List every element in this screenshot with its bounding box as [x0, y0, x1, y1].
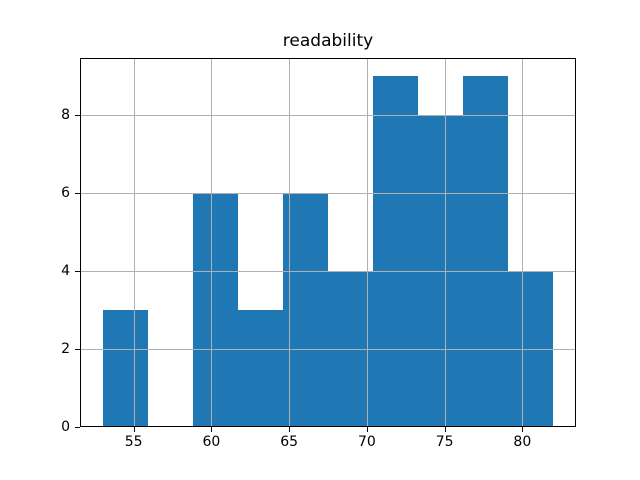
x-tick-mark — [367, 427, 368, 432]
histogram-bar — [463, 76, 508, 427]
x-tick-mark — [134, 427, 135, 432]
vertical-gridline — [210, 58, 212, 427]
horizontal-gridline — [80, 426, 576, 427]
histogram-bar — [193, 193, 238, 427]
x-tick-mark — [211, 427, 212, 432]
y-tick-mark — [75, 349, 80, 350]
vertical-gridline — [288, 58, 290, 427]
x-tick-label: 80 — [513, 434, 532, 450]
x-tick-label: 65 — [280, 434, 299, 450]
y-tick-label: 8 — [61, 106, 70, 123]
x-tick-label: 75 — [435, 434, 454, 450]
y-tick-mark — [75, 193, 80, 194]
horizontal-gridline — [80, 348, 576, 350]
horizontal-gridline — [80, 270, 576, 272]
y-tick-label: 4 — [61, 262, 70, 279]
y-tick-mark — [75, 271, 80, 272]
x-tick-mark — [445, 427, 446, 432]
horizontal-gridline — [80, 192, 576, 194]
plot-area — [80, 58, 576, 427]
x-tick-label: 70 — [357, 434, 376, 450]
histogram-bar — [103, 310, 148, 427]
vertical-gridline — [133, 58, 135, 427]
horizontal-gridline — [80, 114, 576, 116]
x-tick-mark — [289, 427, 290, 432]
y-tick-mark — [75, 427, 80, 428]
histogram-bar — [373, 76, 418, 427]
x-tick-label: 55 — [124, 434, 143, 450]
vertical-gridline — [521, 58, 523, 427]
y-tick-mark — [75, 115, 80, 116]
histogram-bar — [238, 310, 283, 427]
x-tick-label: 60 — [202, 434, 221, 450]
y-tick-label: 6 — [61, 184, 70, 201]
histogram-bar — [283, 193, 328, 427]
vertical-gridline — [366, 58, 368, 427]
y-tick-label: 2 — [61, 340, 70, 357]
chart-title: readability — [282, 31, 374, 51]
y-tick-label: 0 — [61, 419, 70, 435]
vertical-gridline — [444, 58, 446, 427]
x-tick-mark — [522, 427, 523, 432]
